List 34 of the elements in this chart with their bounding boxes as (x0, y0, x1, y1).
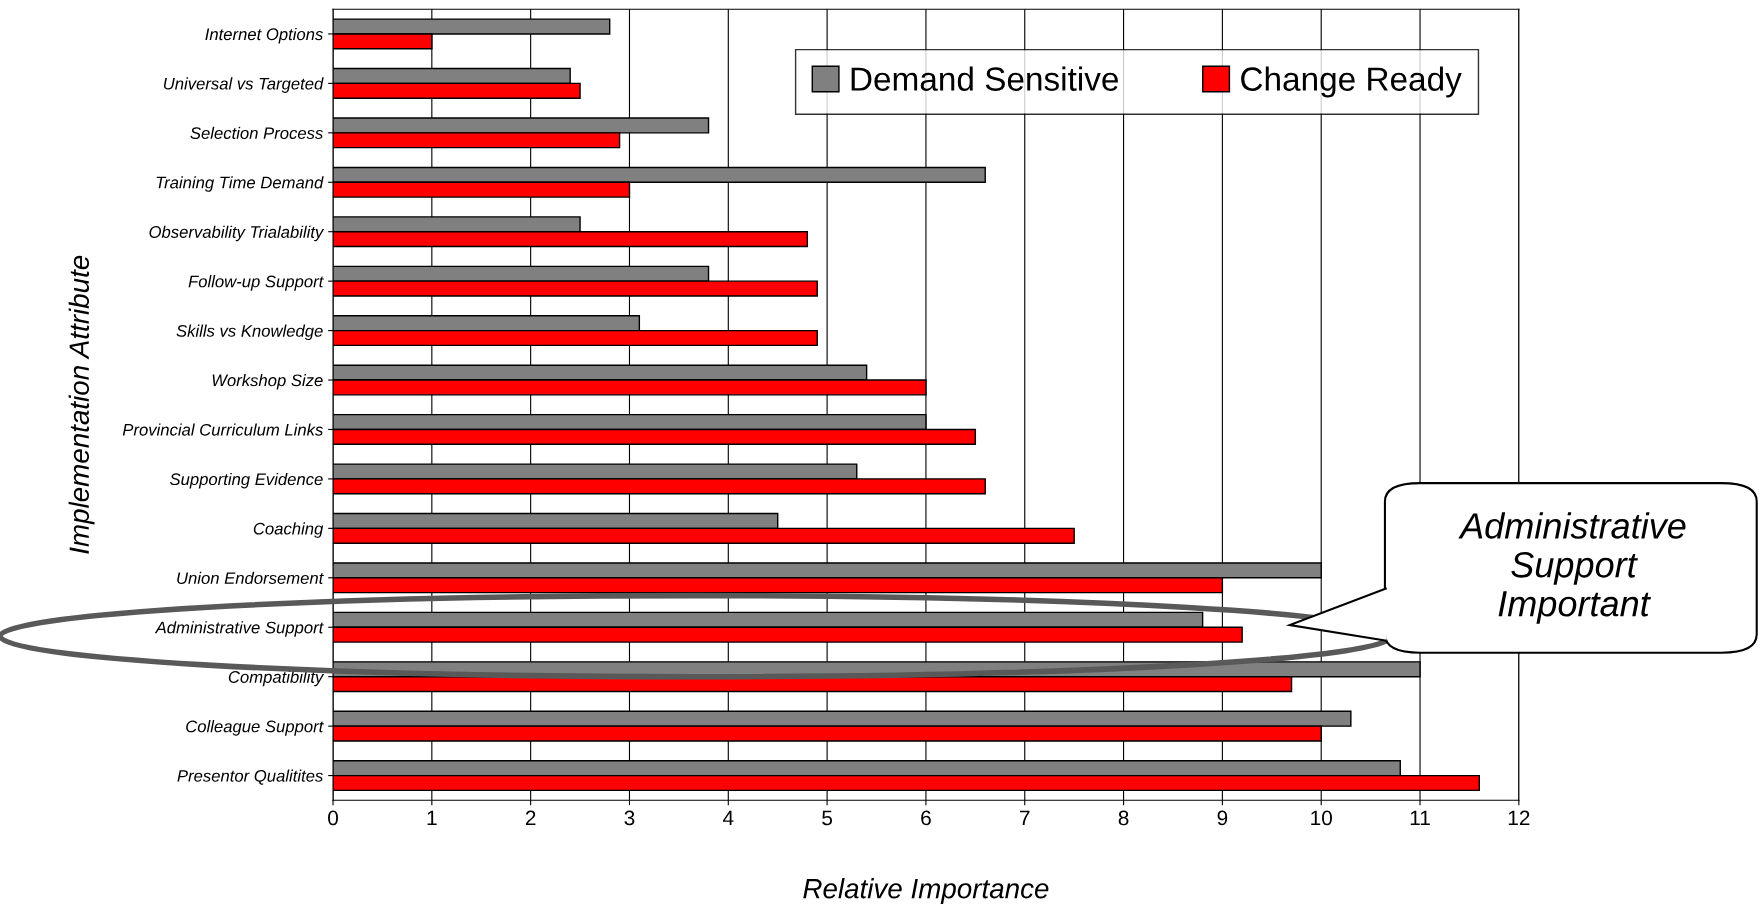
x-tick-label: 10 (1311, 810, 1332, 826)
y-tick-label: Union Endorsement (177, 571, 324, 585)
y-tick-label: Training Time Demand (156, 176, 324, 192)
y-tick-label: Skills vs Knowledge (176, 324, 323, 341)
x-tick-label: 12 (1508, 810, 1530, 826)
x-tick-label: 4 (722, 810, 734, 826)
y-tick-label: Universal vs Targeted (163, 77, 324, 93)
legend-label: Change Ready (1241, 66, 1462, 98)
x-tick-label: 3 (624, 810, 635, 826)
y-tick-label: Supporting Evidence (169, 472, 323, 489)
y-axis-title: Implementation Attribute (68, 255, 95, 554)
legend-label: Demand Sensitive (851, 66, 1118, 91)
y-tick-label: Internet Options (205, 27, 323, 44)
x-tick-label: 6 (921, 810, 931, 826)
y-tick-label: Workshop Size (212, 374, 323, 390)
y-tick-label: Compatibility (228, 670, 325, 687)
x-tick-label: 9 (1217, 810, 1228, 826)
y-tick-label: Coaching (253, 522, 324, 538)
x-axis-title: Relative Importance (803, 878, 1049, 904)
x-tick-label: 7 (1020, 810, 1030, 826)
y-tick-label: Selection Process (190, 126, 323, 140)
x-tick-label: 5 (822, 810, 833, 826)
x-tick-label: 2 (525, 810, 536, 826)
y-tick-label: Follow-up Support (188, 275, 324, 291)
x-tick-label: 1 (427, 810, 437, 826)
annotation: Administrative Support Important (1458, 512, 1686, 624)
y-tick-label: Colleague Support (186, 720, 324, 736)
x-tick-label: 8 (1118, 810, 1129, 826)
x-tick-label: 11 (1410, 810, 1430, 826)
y-tick-label: Administrative Support (154, 621, 324, 637)
y-tick-label: Observability Trialability (149, 225, 325, 242)
y-tick-label: Presentor Qualitites (177, 769, 323, 785)
y-tick-label: Provincial Curriculum Links (122, 423, 323, 436)
x-tick-label: 0 (328, 810, 338, 826)
